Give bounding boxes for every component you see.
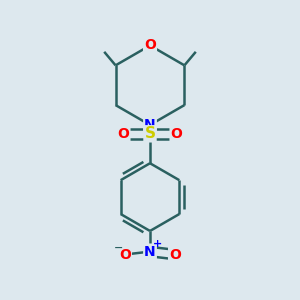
Text: N: N xyxy=(144,118,156,132)
Text: O: O xyxy=(144,38,156,52)
Text: −: − xyxy=(114,243,123,253)
Text: O: O xyxy=(169,248,181,262)
Text: O: O xyxy=(171,127,182,141)
Text: +: + xyxy=(153,239,162,249)
Text: N: N xyxy=(144,244,156,259)
Text: O: O xyxy=(119,248,131,262)
Text: S: S xyxy=(145,126,155,141)
Text: O: O xyxy=(118,127,129,141)
